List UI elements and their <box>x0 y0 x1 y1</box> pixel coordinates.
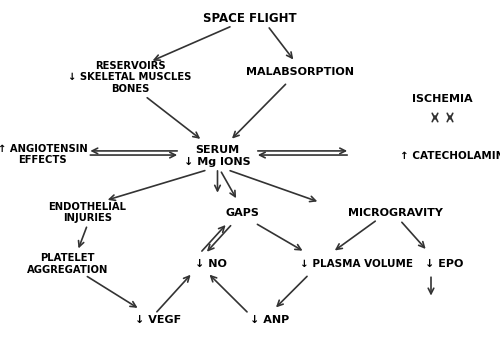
Text: ISCHEMIA: ISCHEMIA <box>412 94 473 105</box>
Text: MICROGRAVITY: MICROGRAVITY <box>348 208 442 218</box>
Text: ↑ ANGIOTENSIN
EFFECTS: ↑ ANGIOTENSIN EFFECTS <box>0 144 88 165</box>
Text: ↓ EPO: ↓ EPO <box>425 259 464 269</box>
Text: SPACE FLIGHT: SPACE FLIGHT <box>203 12 297 25</box>
Text: PLATELET
AGGREGATION: PLATELET AGGREGATION <box>27 253 108 275</box>
Text: ↑ CATECHOLAMINES: ↑ CATECHOLAMINES <box>400 151 500 161</box>
Text: GAPS: GAPS <box>226 208 260 218</box>
Text: MALABSORPTION: MALABSORPTION <box>246 67 354 77</box>
Text: RESERVOIRS
↓ SKELETAL MUSCLES
BONES: RESERVOIRS ↓ SKELETAL MUSCLES BONES <box>68 61 192 94</box>
Text: ↓ ANP: ↓ ANP <box>250 315 289 325</box>
Text: ↓ NO: ↓ NO <box>195 259 227 269</box>
Text: ENDOTHELIAL
INJURIES: ENDOTHELIAL INJURIES <box>48 202 126 223</box>
Text: SERUM
↓ Mg IONS: SERUM ↓ Mg IONS <box>184 145 251 167</box>
Text: ↓ VEGF: ↓ VEGF <box>135 315 181 325</box>
Text: ↓ PLASMA VOLUME: ↓ PLASMA VOLUME <box>300 259 413 269</box>
